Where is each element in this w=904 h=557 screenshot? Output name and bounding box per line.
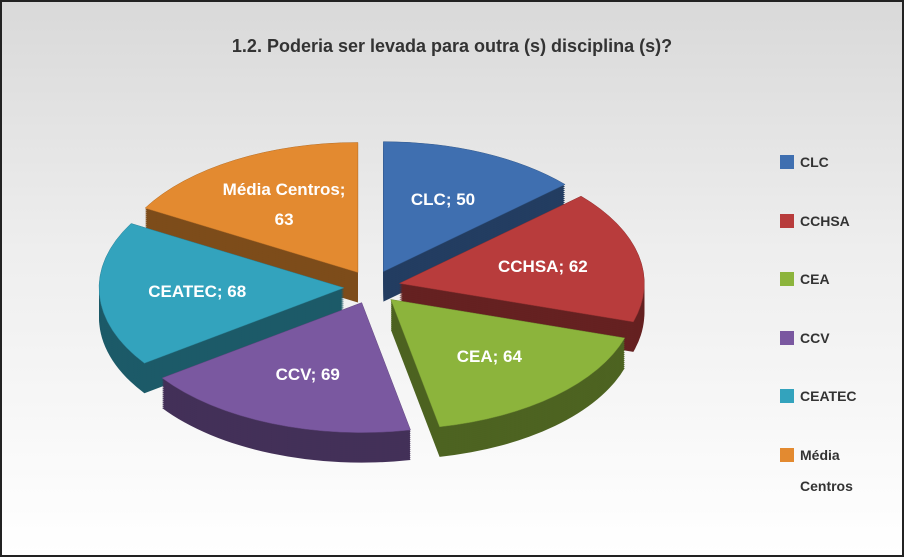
slice <box>144 142 359 273</box>
legend-swatch <box>780 330 794 345</box>
legend-swatch <box>780 272 794 286</box>
legend-label: CEA <box>800 271 830 287</box>
data-label: Média Centros; 63 <box>222 180 346 230</box>
data-label: CCHSA; 62 <box>498 256 588 276</box>
data-label: CEATEC; 68 <box>148 281 247 301</box>
legend-swatch <box>780 213 794 228</box>
slice <box>383 141 566 273</box>
slice <box>161 302 411 463</box>
slice <box>98 223 345 364</box>
legend-swatch <box>780 389 794 403</box>
data-label: CCV; 69 <box>275 365 340 385</box>
legend-swatch <box>780 155 794 169</box>
legend-label: CCHSA <box>800 212 850 229</box>
legend-label: CLC <box>800 154 829 170</box>
legend-label: CEATEC <box>800 388 857 404</box>
legend-label: CCV <box>800 329 830 346</box>
slice <box>383 141 566 302</box>
chart-title: 1.2. Poderia ser levada para outra (s) d… <box>231 36 673 56</box>
slice <box>390 299 626 457</box>
data-label: CEA; 64 <box>456 347 522 367</box>
slice <box>161 302 411 433</box>
legend-swatch <box>780 447 794 462</box>
slice <box>98 223 345 394</box>
slice <box>144 142 359 303</box>
data-label: CLC; 50 <box>410 190 476 210</box>
slice <box>390 299 626 428</box>
slice <box>398 195 645 323</box>
legend-label: Média Centros <box>800 446 853 494</box>
